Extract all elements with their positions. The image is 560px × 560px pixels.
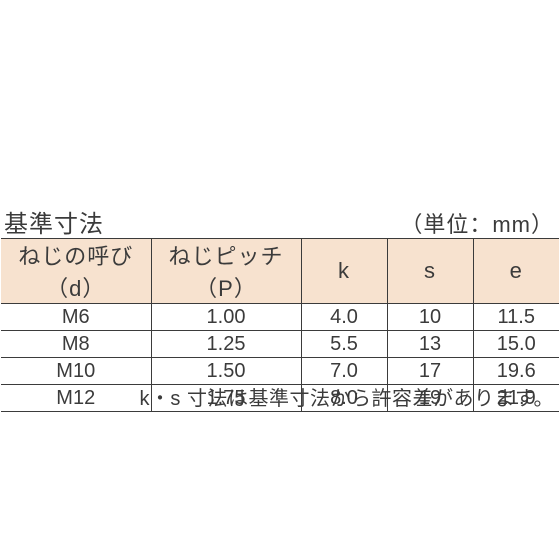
cell-p: 1.50 bbox=[151, 358, 301, 385]
cell-s: 10 bbox=[387, 304, 473, 331]
cell-d: M12 bbox=[1, 385, 151, 412]
cell-e: 19.6 bbox=[473, 358, 559, 385]
title-row: 基準寸法 （単位：mm） bbox=[4, 204, 556, 239]
cell-p: 1.00 bbox=[151, 304, 301, 331]
cell-k: 5.5 bbox=[301, 331, 387, 358]
col-k: k bbox=[301, 239, 387, 304]
cell-d: M6 bbox=[1, 304, 151, 331]
cell-e: 11.5 bbox=[473, 304, 559, 331]
cell-s: 17 bbox=[387, 358, 473, 385]
table-footnote: k・s 寸法は基準寸法から許容差があります。 bbox=[139, 382, 554, 411]
col-e: e bbox=[473, 239, 559, 304]
table-row: M6 1.00 4.0 10 11.5 bbox=[1, 304, 559, 331]
cell-s: 13 bbox=[387, 331, 473, 358]
cell-e: 15.0 bbox=[473, 331, 559, 358]
col-s: s bbox=[387, 239, 473, 304]
cell-k: 7.0 bbox=[301, 358, 387, 385]
col-thread-size: ねじの呼び（d） bbox=[1, 239, 151, 304]
table-header-row: ねじの呼び（d） ねじピッチ（P） k s e bbox=[1, 239, 559, 304]
cell-d: M10 bbox=[1, 358, 151, 385]
table-title: 基準寸法 bbox=[4, 204, 104, 239]
page: 基準寸法 （単位：mm） ねじの呼び（d） ねじピッチ（P） k s e M6 … bbox=[0, 0, 560, 560]
table-row: M10 1.50 7.0 17 19.6 bbox=[1, 358, 559, 385]
table-row: M8 1.25 5.5 13 15.0 bbox=[1, 331, 559, 358]
unit-label: （単位：mm） bbox=[400, 207, 556, 239]
cell-d: M8 bbox=[1, 331, 151, 358]
cell-k: 4.0 bbox=[301, 304, 387, 331]
cell-p: 1.25 bbox=[151, 331, 301, 358]
col-thread-pitch: ねじピッチ（P） bbox=[151, 239, 301, 304]
